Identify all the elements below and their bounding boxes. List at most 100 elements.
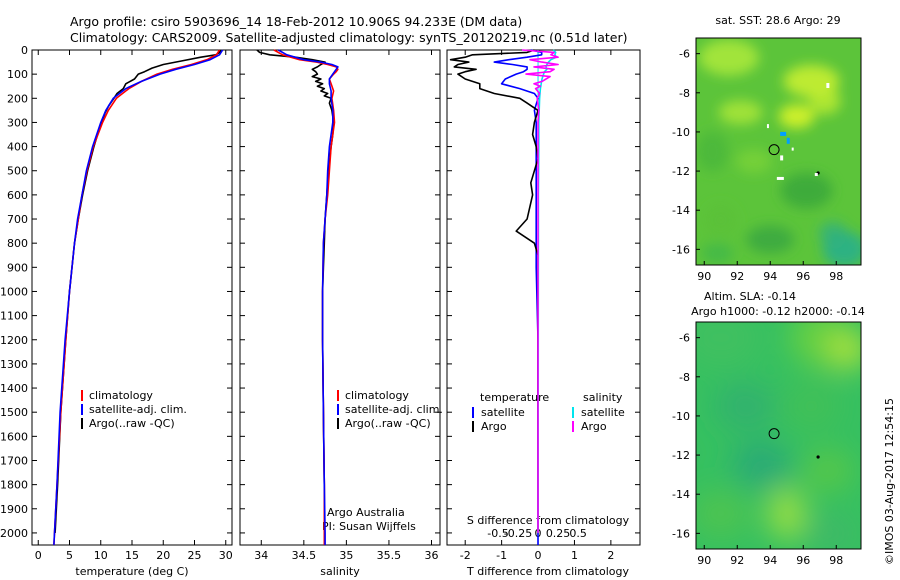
depth-tick-label: 900 xyxy=(7,261,28,274)
map-field-patch xyxy=(696,489,751,538)
x-tick-label: 35.5 xyxy=(377,549,402,562)
map-field-patch xyxy=(735,149,772,174)
map-y-tick-label: -16 xyxy=(672,243,690,256)
map-x-tick-label: 94 xyxy=(763,270,777,283)
depth-tick-label: 400 xyxy=(7,141,28,154)
depth-tick-label: 0 xyxy=(21,44,28,57)
x-tick-label: -1 xyxy=(496,549,507,562)
temperature-xlabel: temperature (deg C) xyxy=(75,565,188,578)
legend-label: satellite xyxy=(581,406,625,419)
map-field-patch xyxy=(715,382,776,431)
map-field-patch xyxy=(699,39,759,76)
argo-position-marker xyxy=(768,144,780,156)
map-x-tick-label: 92 xyxy=(730,270,744,283)
map-y-tick-label: -8 xyxy=(679,371,690,384)
sla-map-subtitle: Argo h1000: -0.12 h2000: -0.14 xyxy=(691,305,865,318)
map-y-tick-label: -12 xyxy=(672,165,690,178)
x-tick-label: 34.5 xyxy=(292,549,317,562)
figure-subtitle: Climatology: CARS2009. Satellite-adjuste… xyxy=(70,30,627,45)
x-tick-label: 10 xyxy=(94,549,108,562)
depth-tick-label: 1100 xyxy=(0,310,28,323)
sla-map-frame xyxy=(695,321,862,550)
x-tick-label: 35 xyxy=(339,549,353,562)
difference-panel: T difference from climatology S differen… xyxy=(446,49,641,578)
map-x-tick-label: 96 xyxy=(796,270,810,283)
t-difference-xlabel: T difference from climatology xyxy=(466,565,629,578)
depth-tick-label: 2000 xyxy=(0,527,28,540)
depth-tick-label: 1300 xyxy=(0,358,28,371)
sst-map-title: sat. SST: 28.6 Argo: 29 xyxy=(715,14,840,27)
map-field-patch xyxy=(696,322,761,368)
depth-tick-label: 800 xyxy=(7,237,28,250)
map-speck xyxy=(826,83,830,89)
x-tick-label: 25 xyxy=(188,549,202,562)
series-line-satellite-adj-clim- xyxy=(53,49,224,546)
map-speck xyxy=(814,173,818,177)
series-line-argo xyxy=(256,49,335,533)
map-field-patch xyxy=(704,203,737,236)
map-x-tick-label: 98 xyxy=(829,270,843,283)
map-x-tick-label: 98 xyxy=(829,554,843,567)
map-y-tick-label: -10 xyxy=(672,126,690,139)
depth-tick-label: 1400 xyxy=(0,382,28,395)
map-x-tick-label: 92 xyxy=(730,554,744,567)
depth-tick-label: 600 xyxy=(7,189,28,202)
sla-map: Altim. SLA: -0.14 Argo h1000: -0.12 h200… xyxy=(691,290,865,550)
depth-tick-label: 1200 xyxy=(0,334,28,347)
s-diff-tick-label: 0.25 xyxy=(546,527,571,540)
argo-position-marker xyxy=(768,428,780,440)
map-x-tick-label: 90 xyxy=(697,554,711,567)
temperature-panel: temperature (deg C) xyxy=(31,49,233,578)
map-x-tick-label: 90 xyxy=(697,270,711,283)
map-speck xyxy=(791,147,794,151)
sst-map: sat. SST: 28.6 Argo: 29 xyxy=(695,14,862,266)
map-field-patch xyxy=(808,86,841,115)
salinity-xlabel: salinity xyxy=(320,565,360,578)
pi-label: PI: Susan Wijffels xyxy=(322,520,416,533)
legend-label: Argo xyxy=(481,420,507,433)
legend-label: Argo(..raw -QC) xyxy=(345,417,431,430)
depth-tick-label: 1900 xyxy=(0,503,28,516)
depth-tick-label: 200 xyxy=(7,92,28,105)
map-x-tick-label: 94 xyxy=(763,554,777,567)
depth-tick-label: 1000 xyxy=(0,285,28,298)
map-y-tick-label: -16 xyxy=(672,527,690,540)
depth-tick-label: 1700 xyxy=(0,454,28,467)
legend-label: satellite-adj. clim. xyxy=(89,403,187,416)
x-tick-label: 36 xyxy=(424,549,438,562)
map-field-patch xyxy=(807,515,856,549)
argo-australia-label: Argo Australia xyxy=(327,506,405,519)
legend-label: climatology xyxy=(89,389,153,402)
depth-tick-label: 1500 xyxy=(0,406,28,419)
x-tick-label: 0 xyxy=(535,549,542,562)
sst-map-frame xyxy=(695,37,862,266)
x-tick-label: 30 xyxy=(219,549,233,562)
map-speck xyxy=(766,124,769,129)
map-speck xyxy=(786,137,790,144)
series-line-s-argo xyxy=(521,49,559,533)
map-speck xyxy=(780,155,784,161)
map-y-tick-label: -6 xyxy=(679,332,690,345)
figure-title: Argo profile: csiro 5903696_14 18-Feb-20… xyxy=(70,14,522,29)
depth-tick-label: 700 xyxy=(7,213,28,226)
map-field-patch xyxy=(696,131,729,172)
map-field-patch xyxy=(746,225,795,254)
legend-label: Argo(..raw -QC) xyxy=(89,417,175,430)
s-difference-xlabel: S difference from climatology xyxy=(467,514,630,527)
x-tick-label: 20 xyxy=(156,549,170,562)
map-x-tick-label: 96 xyxy=(796,554,810,567)
legend-header-salinity: salinity xyxy=(583,391,623,404)
x-tick-label: 5 xyxy=(66,549,73,562)
map-field-patch xyxy=(818,221,847,246)
map-field-patch xyxy=(778,104,815,129)
legend-label: satellite-adj. clim. xyxy=(345,403,443,416)
x-tick-label: -2 xyxy=(460,549,471,562)
map-y-tick-label: -8 xyxy=(679,87,690,100)
depth-tick-label: 300 xyxy=(7,116,28,129)
x-tick-label: 1 xyxy=(571,549,578,562)
nearby-point-marker xyxy=(816,455,820,459)
map-field-patch xyxy=(732,440,792,489)
legend-label: Argo xyxy=(581,420,607,433)
map-field-patch xyxy=(802,448,854,493)
